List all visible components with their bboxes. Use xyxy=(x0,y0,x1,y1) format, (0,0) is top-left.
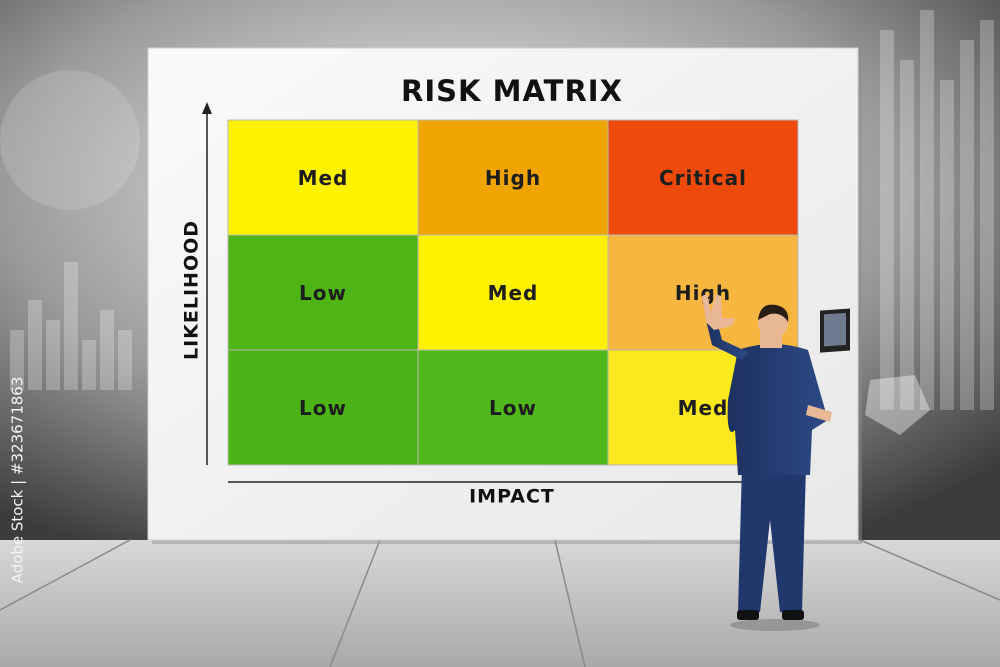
background-pie xyxy=(0,70,140,210)
cell-label: Med xyxy=(488,281,539,305)
matrix-cell xyxy=(227,234,419,351)
y-axis-arrow xyxy=(202,102,212,114)
businessman xyxy=(702,294,850,631)
title: RISK MATRIX xyxy=(401,74,623,108)
matrix-cell xyxy=(227,119,419,236)
cell-label: High xyxy=(485,166,541,190)
watermark: Adobe Stock | #323671863 xyxy=(9,377,27,584)
floor-lines xyxy=(0,539,1000,667)
cell-label: Low xyxy=(489,396,537,420)
cell-label: Critical xyxy=(659,166,747,190)
cell-label: Med xyxy=(678,396,729,420)
background-shape xyxy=(865,375,930,435)
matrix-cell xyxy=(417,119,609,236)
cell-label: Low xyxy=(299,281,347,305)
y-axis-label: LIKELIHOOD xyxy=(181,220,203,360)
x-axis-label: IMPACT xyxy=(469,486,555,508)
cell-label: Low xyxy=(299,396,347,420)
floor xyxy=(0,540,1000,667)
background-bars xyxy=(10,10,994,410)
cell-label: Med xyxy=(298,166,349,190)
matrix-cell xyxy=(417,234,609,351)
